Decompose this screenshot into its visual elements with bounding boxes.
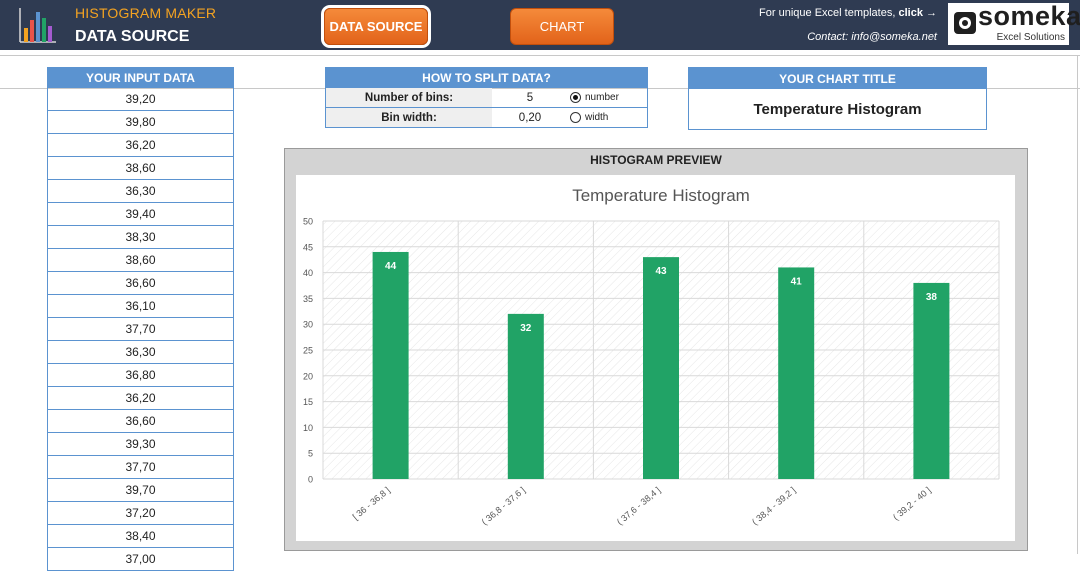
- bins-label: Number of bins:: [326, 88, 492, 107]
- chart-title-input[interactable]: Temperature Histogram: [753, 100, 922, 118]
- input-data-header: YOUR INPUT DATA: [47, 67, 234, 88]
- bar-value-label: 41: [791, 276, 803, 287]
- data-cell[interactable]: 36,20: [48, 134, 233, 157]
- histogram-preview: HISTOGRAM PREVIEW Temperature Histogram 0…: [284, 148, 1028, 551]
- data-cell[interactable]: 38,30: [48, 226, 233, 249]
- x-tick-label: ( 39,2 - 40 ]: [891, 485, 933, 522]
- data-cell[interactable]: 39,20: [48, 88, 233, 111]
- app-header: HISTOGRAM MAKER DATA SOURCE DATA SOURCE …: [0, 0, 1080, 50]
- chart-area: Temperature Histogram 0 5 10 15 20 25 30 35 40 45 5…: [296, 175, 1015, 541]
- data-cell[interactable]: 39,40: [48, 203, 233, 226]
- data-cell[interactable]: 39,80: [48, 111, 233, 134]
- histogram-bar: [643, 257, 679, 479]
- split-settings: HOW TO SPLIT DATA? Number of bins: 5 num…: [325, 67, 648, 128]
- someka-mark-icon: [954, 12, 976, 34]
- data-cell[interactable]: 37,20: [48, 502, 233, 525]
- y-tick-label: 15: [303, 397, 313, 407]
- y-tick-label: 50: [303, 217, 313, 227]
- divider: [1077, 55, 1078, 554]
- data-cell[interactable]: 37,70: [48, 318, 233, 341]
- x-tick-label: ( 36,8 - 37,6 ]: [480, 485, 527, 527]
- data-cell[interactable]: 39,70: [48, 479, 233, 502]
- y-tick-label: 40: [303, 268, 313, 278]
- number-option[interactable]: number: [568, 92, 647, 103]
- y-tick-label: 35: [303, 294, 313, 304]
- x-tick-label: [ 36 - 36,8 ]: [351, 485, 392, 522]
- y-tick-label: 20: [303, 371, 313, 381]
- promo-link[interactable]: click →: [898, 7, 937, 19]
- promo-text[interactable]: For unique Excel templates, click →: [759, 7, 937, 19]
- contact-text: Contact: info@someka.net: [807, 31, 937, 43]
- x-tick-label: ( 38,4 - 39,2 ]: [750, 485, 797, 527]
- bar-value-label: 43: [655, 266, 667, 277]
- data-cell[interactable]: 36,60: [48, 410, 233, 433]
- bar-value-label: 38: [926, 292, 938, 303]
- split-header: HOW TO SPLIT DATA?: [325, 67, 648, 88]
- bins-row: Number of bins: 5 number: [325, 88, 648, 108]
- width-radio[interactable]: [570, 112, 581, 123]
- bins-input[interactable]: 5: [526, 91, 534, 104]
- data-cell[interactable]: 38,40: [48, 525, 233, 548]
- app-title: HISTOGRAM MAKER: [75, 5, 217, 21]
- histogram-bar: [372, 251, 409, 479]
- chart-button[interactable]: CHART: [510, 8, 614, 45]
- width-option-label: width: [585, 112, 609, 123]
- bar-value-label: 44: [385, 261, 397, 272]
- y-tick-label: 25: [303, 346, 313, 356]
- chart-title: Temperature Histogram: [572, 186, 750, 205]
- y-tick-label: 30: [303, 320, 313, 330]
- histogram-bar: [507, 313, 544, 479]
- brand-subtitle: Excel Solutions: [996, 32, 1065, 43]
- input-data-list: 39,20 39,80 36,20 38,60 36,30 39,40 38,30 38,60…: [47, 88, 234, 571]
- number-option-label: number: [585, 92, 619, 103]
- data-cell[interactable]: 36,60: [48, 272, 233, 295]
- width-label: Bin width:: [326, 108, 492, 127]
- data-cell[interactable]: 38,60: [48, 249, 233, 272]
- data-cell[interactable]: 37,70: [48, 456, 233, 479]
- y-tick-label: 45: [303, 242, 313, 252]
- divider: [0, 88, 1080, 89]
- someka-logo[interactable]: someka Excel Solutions: [948, 1, 1080, 45]
- width-row: Bin width: 0,20 width: [325, 108, 648, 128]
- preview-header: HISTOGRAM PREVIEW: [590, 153, 722, 167]
- y-tick-label: 0: [308, 475, 313, 485]
- page-title: DATA SOURCE: [75, 28, 190, 45]
- y-tick-label: 5: [308, 449, 313, 459]
- data-cell[interactable]: 36,30: [48, 180, 233, 203]
- y-tick-label: 10: [303, 423, 313, 433]
- data-cell[interactable]: 36,20: [48, 387, 233, 410]
- data-cell[interactable]: 36,80: [48, 364, 233, 387]
- data-source-button[interactable]: DATA SOURCE: [324, 8, 428, 45]
- divider: [0, 55, 1080, 56]
- promo-label: For unique Excel templates,: [759, 7, 896, 19]
- input-data-table: YOUR INPUT DATA 39,20 39,80 36,20 38,60 36,3…: [47, 67, 234, 571]
- histogram-bar: [913, 282, 950, 479]
- x-tick-label: ( 37,6 - 38,4 ]: [615, 485, 662, 527]
- data-cell[interactable]: 39,30: [48, 433, 233, 456]
- chart-title-box: YOUR CHART TITLE Temperature Histogram: [688, 67, 987, 130]
- histogram-chart: Temperature Histogram 0 5 10 15 20 25 30 35 40 45 5…: [303, 186, 1000, 527]
- data-cell[interactable]: 36,10: [48, 295, 233, 318]
- bar-value-label: 32: [520, 323, 532, 334]
- width-input[interactable]: 0,20: [518, 111, 542, 124]
- histogram-logo-icon: [19, 8, 56, 43]
- chart-title-header: YOUR CHART TITLE: [689, 68, 986, 89]
- histogram-bar: [778, 267, 815, 479]
- data-cell[interactable]: 37,00: [48, 548, 233, 571]
- brand-name: someka: [978, 1, 1080, 31]
- data-cell[interactable]: 36,30: [48, 341, 233, 364]
- width-option[interactable]: width: [568, 112, 647, 123]
- data-cell[interactable]: 38,60: [48, 157, 233, 180]
- number-radio[interactable]: [570, 92, 581, 103]
